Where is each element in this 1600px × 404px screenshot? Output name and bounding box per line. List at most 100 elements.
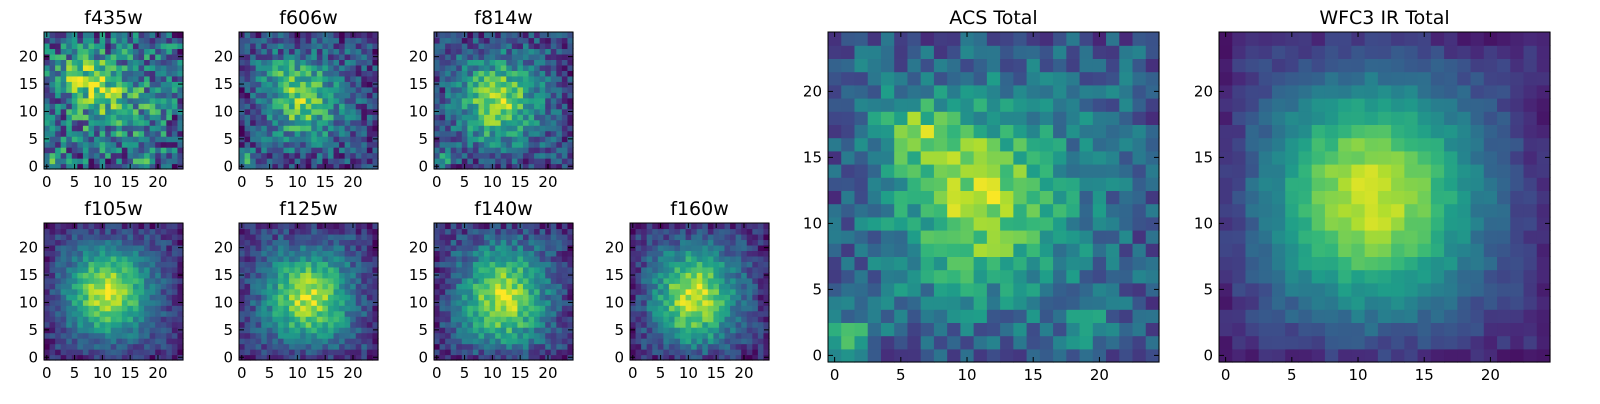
heatmap-cell: [708, 289, 714, 295]
heatmap-cell: [272, 327, 278, 333]
heatmap-cell: [658, 272, 664, 278]
heatmap-cell: [868, 283, 882, 297]
heatmap-cell: [116, 349, 122, 355]
heatmap-cell: [72, 322, 78, 328]
y-tick-label: 10: [409, 293, 428, 311]
heatmap-cell: [122, 311, 128, 317]
heatmap-cell: [697, 250, 703, 256]
heatmap-cell: [630, 256, 636, 262]
heatmap-cell: [894, 283, 908, 297]
heatmap-cell: [166, 131, 172, 137]
heatmap-cell: [289, 48, 295, 54]
heatmap-cell: [562, 48, 568, 54]
heatmap-cell: [697, 316, 703, 322]
heatmap-cell: [828, 270, 842, 284]
heatmap-cell: [261, 300, 267, 306]
heatmap-cell: [300, 103, 306, 109]
heatmap-cell: [517, 147, 523, 153]
heatmap-cell: [680, 316, 686, 322]
heatmap-cell: [506, 92, 512, 98]
heatmap-cell: [658, 261, 664, 267]
y-tick-label: 15: [19, 266, 38, 284]
heatmap-cell: [122, 103, 128, 109]
heatmap-cell: [55, 114, 61, 120]
heatmap-cell: [434, 283, 440, 289]
heatmap-cell: [139, 103, 145, 109]
heatmap-cell: [456, 109, 462, 115]
heatmap-cell: [256, 92, 262, 98]
heatmap-cell: [523, 158, 529, 164]
heatmap-cell: [462, 338, 468, 344]
heatmap-cell: [283, 98, 289, 104]
heatmap-cell: [100, 305, 106, 311]
heatmap-cell: [256, 147, 262, 153]
x-tick-label: 20: [148, 173, 167, 191]
heatmap-cell: [139, 65, 145, 71]
heatmap-cell: [456, 289, 462, 295]
heatmap-cell: [55, 228, 61, 234]
heatmap-cell: [708, 294, 714, 300]
heatmap-cell: [702, 267, 708, 273]
heatmap-cell: [356, 87, 362, 93]
heatmap-cell: [295, 305, 301, 311]
heatmap-cell: [127, 70, 133, 76]
heatmap-cell: [172, 338, 178, 344]
heatmap-cell: [440, 54, 446, 60]
heatmap-cell: [150, 256, 156, 262]
heatmap-cell: [523, 322, 529, 328]
heatmap-cell: [534, 300, 540, 306]
heatmap-cell: [752, 283, 758, 289]
heatmap-cell: [490, 261, 496, 267]
heatmap-cell: [478, 43, 484, 49]
heatmap-cell: [166, 59, 172, 65]
heatmap-cell: [490, 70, 496, 76]
heatmap-cell: [440, 239, 446, 245]
heatmap-cell: [730, 344, 736, 350]
heatmap-cell: [334, 103, 340, 109]
heatmap-cell: [83, 76, 89, 82]
heatmap-cell: [328, 136, 334, 142]
heatmap-cell: [517, 120, 523, 126]
heatmap-cell: [300, 98, 306, 104]
heatmap-cell: [111, 294, 117, 300]
heatmap-cell: [300, 349, 306, 355]
heatmap-cell: [166, 250, 172, 256]
heatmap-cell: [306, 76, 312, 82]
heatmap-cell: [116, 147, 122, 153]
heatmap-cell: [501, 344, 507, 350]
heatmap-cell: [534, 305, 540, 311]
heatmap-cell: [250, 322, 256, 328]
heatmap-cell: [517, 125, 523, 131]
heatmap-cell: [641, 349, 647, 355]
heatmap-cell: [83, 98, 89, 104]
heatmap-cell: [133, 239, 139, 245]
heatmap-cell: [658, 338, 664, 344]
heatmap-cell: [1080, 217, 1094, 231]
heatmap-cell: [1093, 243, 1107, 257]
heatmap-cell: [328, 125, 334, 131]
heatmap-cell: [127, 239, 133, 245]
heatmap-cell: [356, 311, 362, 317]
heatmap-cell: [105, 43, 111, 49]
heatmap-cell: [478, 349, 484, 355]
heatmap-cell: [490, 87, 496, 93]
heatmap-cell: [663, 305, 669, 311]
heatmap-cell: [256, 98, 262, 104]
heatmap-cell: [317, 37, 323, 43]
heatmap-cell: [150, 98, 156, 104]
heatmap-cell: [283, 48, 289, 54]
heatmap-cell: [725, 305, 731, 311]
heatmap-cell: [289, 114, 295, 120]
heatmap-cell: [356, 278, 362, 284]
heatmap-cell: [256, 120, 262, 126]
heatmap-cell: [239, 153, 245, 159]
heatmap-cell: [350, 136, 356, 142]
heatmap-cell: [317, 283, 323, 289]
heatmap-cell: [256, 278, 262, 284]
heatmap-cell: [245, 305, 251, 311]
heatmap-cell: [462, 256, 468, 262]
heatmap-cell: [529, 32, 535, 38]
heatmap-cell: [495, 228, 501, 234]
heatmap-cell: [361, 109, 367, 115]
heatmap-cell: [551, 333, 557, 339]
